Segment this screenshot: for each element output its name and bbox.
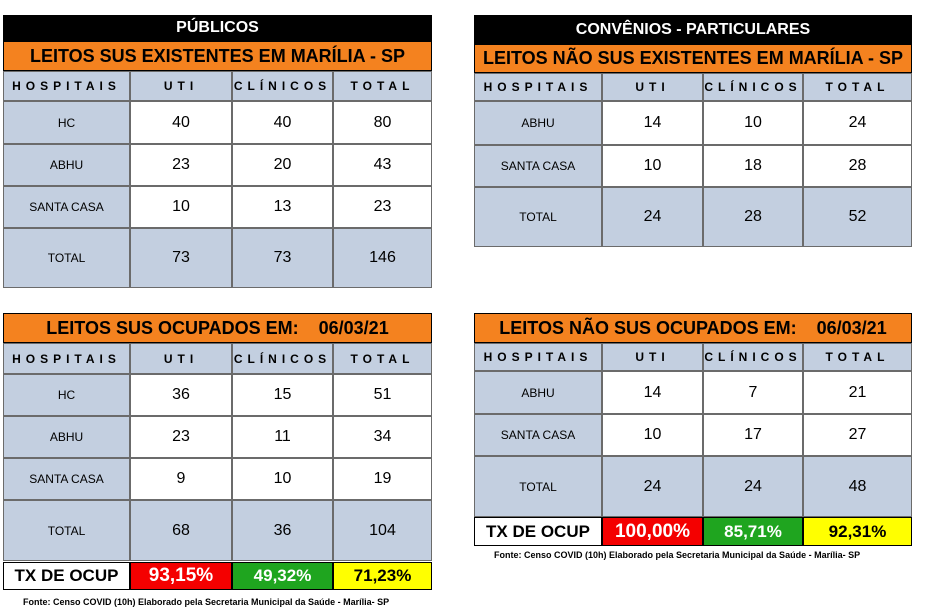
- table-cell: 14: [603, 102, 702, 144]
- column-header: UTI: [131, 72, 231, 100]
- column-header: TOTAL: [804, 74, 911, 100]
- column-header: CLÍNICOS: [704, 344, 802, 370]
- total-cell: 24: [603, 188, 702, 246]
- table-cell: SANTA CASA: [475, 415, 601, 455]
- table-cell: 10: [603, 146, 702, 186]
- table-title: LEITOS NÃO SUS OCUPADOS EM: 06/03/21: [474, 313, 912, 343]
- table-cell: 51: [334, 375, 431, 415]
- total-cell: 73: [131, 229, 231, 287]
- table-cell: 10: [131, 187, 231, 227]
- table-cell: 43: [334, 145, 431, 185]
- title-date: 06/03/21: [318, 317, 389, 338]
- column-header: TOTAL: [804, 344, 911, 370]
- occupancy-rate: 93,15%: [130, 562, 232, 590]
- total-cell: TOTAL: [4, 229, 129, 287]
- occupancy-rate: 49,32%: [232, 562, 333, 590]
- table-cell: ABHU: [4, 417, 129, 457]
- title-text: LEITOS NÃO SUS OCUPADOS EM:: [499, 317, 797, 338]
- table-title: LEITOS SUS EXISTENTES EM MARÍLIA - SP: [3, 41, 432, 71]
- table-cell: 7: [704, 372, 802, 413]
- occupancy-rate: 92,31%: [803, 517, 912, 546]
- total-cell: 104: [334, 501, 431, 560]
- total-cell: 24: [603, 457, 702, 516]
- table-cell: 19: [334, 459, 431, 499]
- occupancy-rate: 100,00%: [602, 517, 703, 546]
- column-header: HOSPITAIS: [4, 72, 129, 100]
- table-cell: ABHU: [4, 145, 129, 185]
- table-cell: 9: [131, 459, 231, 499]
- table-cell: 17: [704, 415, 802, 455]
- title-text: LEITOS SUS EXISTENTES EM MARÍLIA - SP: [29, 45, 406, 66]
- column-header: UTI: [131, 344, 231, 373]
- total-cell: 28: [704, 188, 802, 246]
- source-note: Fonte: Censo COVID (10h) Elaborado pela …: [23, 597, 390, 607]
- table-cell: ABHU: [475, 372, 601, 413]
- table-cell: 21: [804, 372, 911, 413]
- table-banner: PÚBLICOS: [3, 15, 432, 41]
- total-cell: 52: [804, 188, 911, 246]
- column-header: CLÍNICOS: [233, 344, 332, 373]
- table-cell: 20: [233, 145, 332, 185]
- column-header: TOTAL: [334, 72, 431, 100]
- table-cell: 18: [704, 146, 802, 186]
- column-header: UTI: [603, 74, 702, 100]
- table-cell: 34: [334, 417, 431, 457]
- table-banner: CONVÊNIOS - PARTICULARES: [474, 15, 912, 44]
- title-date: 06/03/21: [816, 317, 887, 338]
- table-cell: 24: [804, 102, 911, 144]
- table-title: LEITOS SUS OCUPADOS EM: 06/03/21: [3, 313, 432, 343]
- column-header: CLÍNICOS: [233, 72, 332, 100]
- column-header: CLÍNICOS: [704, 74, 802, 100]
- occupancy-rate: 71,23%: [333, 562, 432, 590]
- table-cell: ABHU: [475, 102, 601, 144]
- table-cell: 40: [131, 102, 231, 143]
- total-cell: 146: [334, 229, 431, 287]
- table-cell: 14: [603, 372, 702, 413]
- table-cell: 23: [334, 187, 431, 227]
- table-cell: 23: [131, 145, 231, 185]
- total-cell: 24: [704, 457, 802, 516]
- table-cell: 23: [131, 417, 231, 457]
- table-cell: HC: [4, 375, 129, 415]
- table-cell: 15: [233, 375, 332, 415]
- table-cell: 27: [804, 415, 911, 455]
- table-title: LEITOS NÃO SUS EXISTENTES EM MARÍLIA - S…: [474, 44, 912, 73]
- total-cell: TOTAL: [475, 457, 601, 516]
- total-cell: 68: [131, 501, 231, 560]
- table-cell: 10: [603, 415, 702, 455]
- total-cell: 48: [804, 457, 911, 516]
- source-note: Fonte: Censo COVID (10h) Elaborado pela …: [494, 550, 861, 560]
- column-header: TOTAL: [334, 344, 431, 373]
- occupancy-label: TX DE OCUP: [3, 562, 130, 590]
- total-cell: 73: [233, 229, 332, 287]
- table-cell: HC: [4, 102, 129, 143]
- total-cell: 36: [233, 501, 332, 560]
- table-cell: SANTA CASA: [475, 146, 601, 186]
- column-header: UTI: [603, 344, 702, 370]
- table-cell: 10: [233, 459, 332, 499]
- title-text: LEITOS SUS OCUPADOS EM:: [46, 317, 299, 338]
- table-cell: SANTA CASA: [4, 459, 129, 499]
- occupancy-label: TX DE OCUP: [474, 517, 602, 546]
- total-cell: TOTAL: [475, 188, 601, 246]
- occupancy-rate: 85,71%: [703, 517, 803, 546]
- table-cell: 40: [233, 102, 332, 143]
- table-cell: 28: [804, 146, 911, 186]
- title-text: LEITOS NÃO SUS EXISTENTES EM MARÍLIA - S…: [482, 48, 904, 68]
- table-cell: 10: [704, 102, 802, 144]
- table-cell: 80: [334, 102, 431, 143]
- column-header: HOSPITAIS: [475, 344, 601, 370]
- table-cell: SANTA CASA: [4, 187, 129, 227]
- table-cell: 11: [233, 417, 332, 457]
- table-cell: 13: [233, 187, 332, 227]
- table-cell: 36: [131, 375, 231, 415]
- column-header: HOSPITAIS: [4, 344, 129, 373]
- column-header: HOSPITAIS: [475, 74, 601, 100]
- total-cell: TOTAL: [4, 501, 129, 560]
